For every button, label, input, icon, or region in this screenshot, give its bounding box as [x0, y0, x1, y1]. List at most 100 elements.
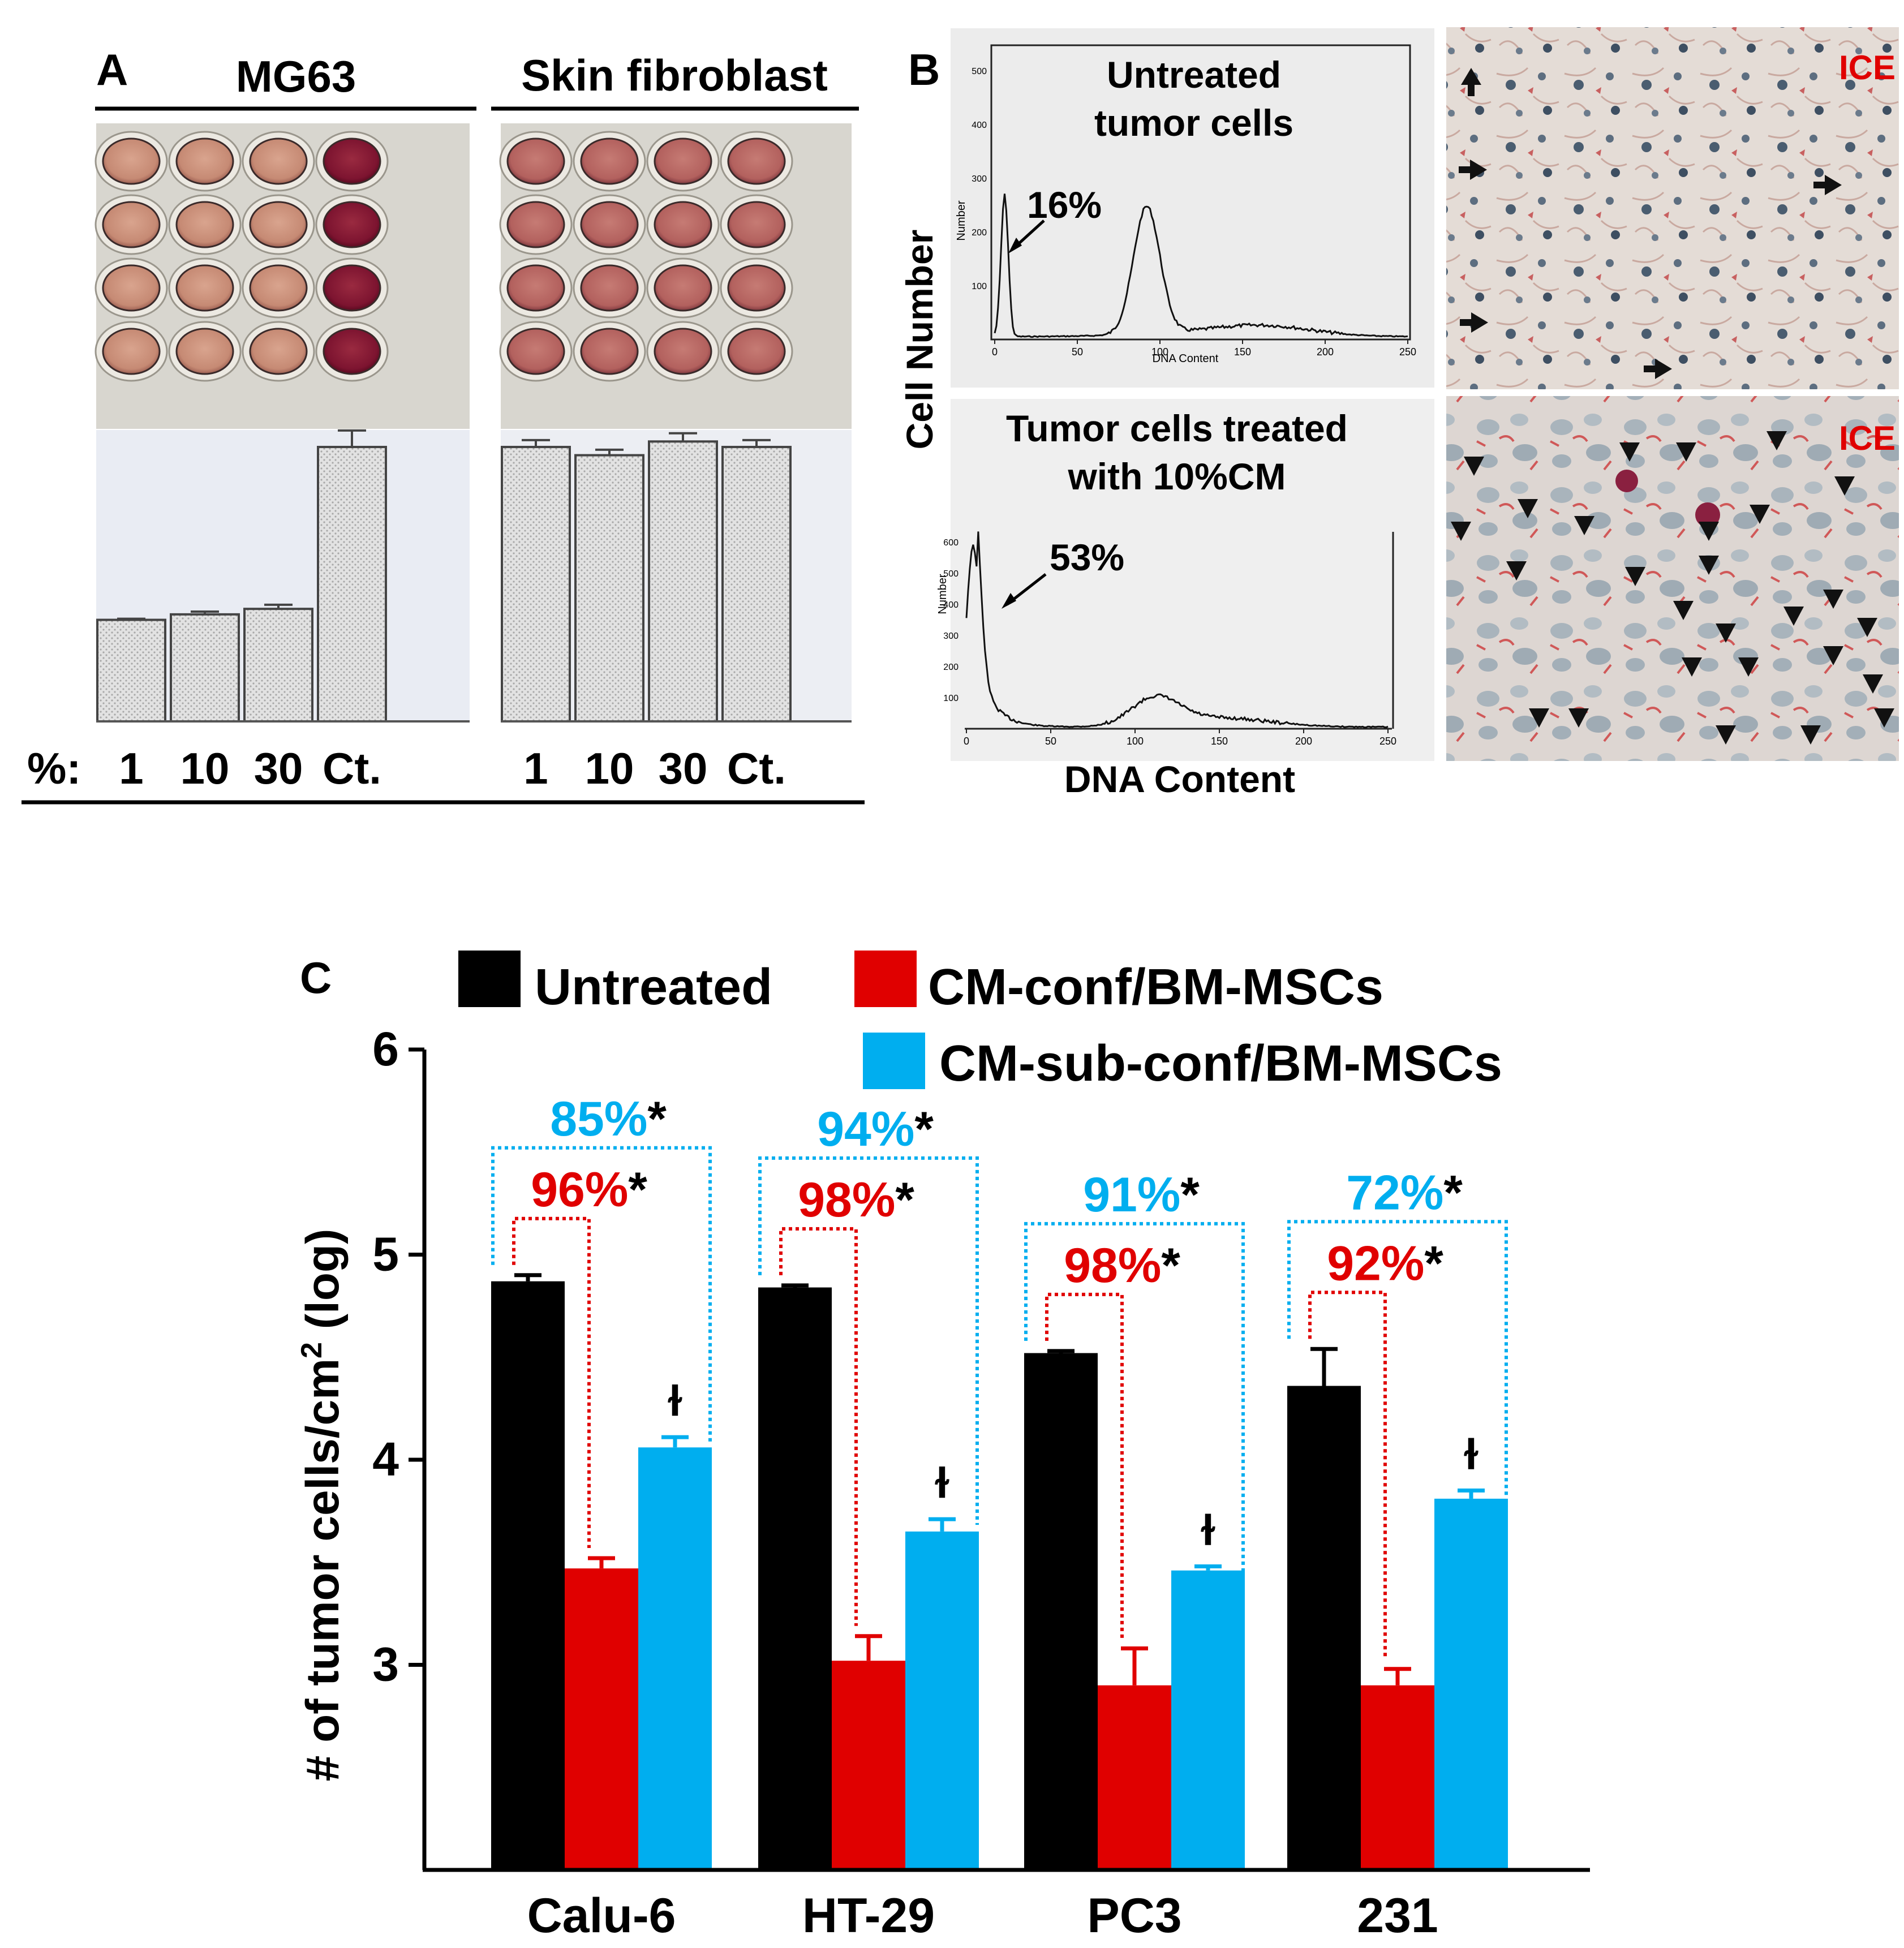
panel-a-bars: [96, 429, 792, 723]
x-tick-label: 150: [1211, 736, 1228, 747]
y-tick-label: 100: [972, 282, 987, 291]
bar: [721, 446, 792, 723]
bar-calu-6-untreated: [491, 1281, 565, 1870]
legend-swatch-cm-conf: [854, 951, 917, 1007]
micrograph-apoptotic-cell: [1615, 470, 1638, 492]
x-tick-label: 100: [1151, 346, 1168, 358]
micrograph-image-treated: [1446, 396, 1899, 761]
histogram-title-untreated-line2: tumor cells: [1094, 102, 1293, 144]
y-tick-label: 500: [972, 67, 987, 76]
x-tick-label: 50: [1072, 346, 1083, 358]
percent-category-label: 30: [254, 743, 303, 793]
dagger-mark: ɫ: [1201, 1507, 1215, 1555]
micrograph-arrowhead: [1529, 708, 1549, 728]
x-category-label: Calu-6: [527, 1889, 676, 1943]
histogram-panel-treated: [951, 399, 1434, 761]
reduction-label-conf: 92%*: [1327, 1236, 1443, 1291]
reduction-label-subconf: 91%*: [1083, 1168, 1200, 1222]
micrograph-untreated: ICE: [1446, 27, 1899, 389]
bar: [243, 608, 313, 723]
histogram-title-untreated-line1: Untreated: [1107, 54, 1281, 96]
micrograph-arrowhead: [1619, 442, 1640, 462]
group-title-skin-fibroblast: Skin fibroblast: [521, 50, 828, 100]
bracket-conf: [1308, 1291, 1387, 1659]
micrograph-treated: ICE: [1446, 396, 1899, 761]
micrograph-arrows-untreated: [1459, 68, 1842, 379]
y-tick-label: 600: [943, 538, 959, 548]
well: [323, 264, 381, 312]
bar: [574, 454, 644, 723]
y-axis-label: # of tumor cells/cm2 (log): [295, 1229, 349, 1782]
inner-ylabel-untreated: Number: [955, 200, 968, 240]
bar: [317, 446, 387, 723]
x-category-label: HT-29: [802, 1889, 935, 1943]
panel-a: A MG63 Skin fibroblast %: 1 10 30 Ct. 1 10 30 C…: [22, 45, 865, 805]
micrograph-arrowhead: [1857, 618, 1877, 637]
bar-pc3-cm-conf-bm-mscs: [1098, 1685, 1171, 1870]
well: [102, 264, 161, 312]
histogram-treated: Tumor cells treated with 10%CM 53% 0 50 10…: [936, 399, 1434, 761]
micrograph-arrowhead: [1676, 442, 1696, 462]
micrograph-arrow: [1461, 68, 1481, 96]
x-category-label: 231: [1357, 1889, 1438, 1943]
panel-c: C Untreated CM-conf/BM-MSCs CM-sub-conf/…: [295, 951, 1590, 1943]
micrograph-arrowhead: [1800, 725, 1821, 745]
micrograph-arrowhead: [1673, 601, 1694, 620]
x-tick-label: 200: [1317, 346, 1334, 358]
bracket-subconf: [758, 1156, 979, 1525]
y-tick-label: 6: [372, 1022, 399, 1076]
well: [175, 264, 234, 312]
micrograph-arrowhead: [1699, 556, 1719, 575]
percent-categories: 1 10 30 Ct. 1 10 30 Ct.: [119, 743, 786, 793]
y-tick-label: 300: [972, 174, 987, 184]
micrograph-arrowhead: [1716, 725, 1736, 745]
bar-ht-29-cm-conf-bm-mscs: [832, 1661, 905, 1870]
bracket-conf: [512, 1216, 591, 1548]
percent-category-label: 1: [119, 743, 143, 793]
bar-chart: 3 4 5 6 ɫ 96%* 85%* Calu-6 ɫ 98%* 94%* HT-29 ɫ 98%* 91…: [372, 1022, 1508, 1943]
reduction-label-subconf: 85%*: [550, 1092, 667, 1146]
bar: [648, 440, 718, 723]
y-tick-label: 200: [972, 228, 987, 238]
legend-swatch-cm-subconf: [863, 1033, 925, 1089]
micrograph-arrow: [1813, 175, 1842, 195]
reduction-label-conf: 98%*: [798, 1173, 914, 1227]
micrograph-arrow: [1459, 160, 1487, 180]
reduction-label-conf: 96%*: [531, 1163, 647, 1217]
well: [580, 137, 639, 185]
legend-label-cm-conf: CM-conf/BM-MSCs: [928, 959, 1383, 1016]
y-tick-label: 3: [372, 1638, 399, 1691]
bar-pc3-cm-sub-conf-bm-mscs: [1171, 1570, 1245, 1870]
x-tick-label: 0: [992, 346, 998, 358]
micrograph-arrowhead: [1863, 674, 1883, 694]
well: [727, 328, 786, 375]
group-title-mg63: MG63: [236, 51, 356, 101]
bar: [96, 618, 166, 723]
well: [727, 137, 786, 185]
bar-231-untreated: [1287, 1386, 1361, 1870]
x-tick-label: 150: [1234, 346, 1251, 358]
histogram-trace-treated: [965, 531, 1389, 729]
wells: [94, 131, 793, 382]
arrowhead-treated: [1002, 593, 1016, 609]
micrograph-arrowhead: [1716, 623, 1736, 643]
micrograph-arrow: [1644, 359, 1672, 379]
micrograph-image-untreated: [1446, 27, 1899, 389]
micrograph-arrowhead: [1750, 505, 1770, 524]
x-category-label: PC3: [1087, 1889, 1181, 1943]
percent-category-label: 10: [180, 743, 230, 793]
bracket-conf: [779, 1227, 858, 1626]
percent-category-label: Ct.: [727, 743, 786, 793]
micrograph-arrowhead: [1823, 590, 1843, 609]
micrograph-arrowhead: [1625, 567, 1645, 586]
micrograph-label-untreated: ICE: [1839, 49, 1896, 87]
well: [506, 201, 565, 248]
reduction-label-conf: 98%*: [1064, 1239, 1180, 1293]
bar-calu-6-cm-sub-conf-bm-mscs: [638, 1447, 712, 1870]
well: [323, 201, 381, 248]
well: [580, 328, 639, 375]
micrograph-arrow: [1460, 312, 1488, 333]
panel-b-label: B: [908, 45, 940, 94]
dagger-mark: ɫ: [668, 1377, 682, 1425]
percent-row-prefix: %:: [27, 743, 81, 793]
